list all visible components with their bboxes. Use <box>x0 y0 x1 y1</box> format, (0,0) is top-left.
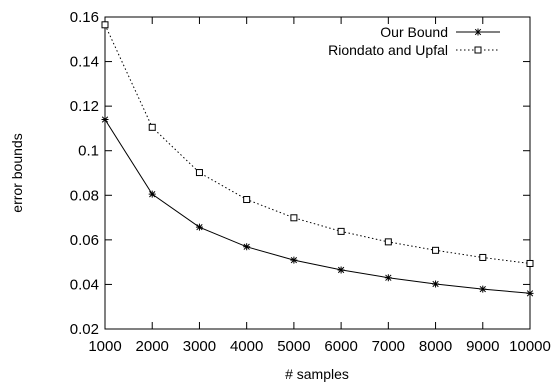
x-tick-label: 3000 <box>183 338 216 355</box>
data-point <box>148 190 156 198</box>
y-tick-label: 0.1 <box>78 143 99 160</box>
data-point <box>384 274 392 282</box>
y-tick-label: 0.08 <box>70 187 99 204</box>
legend: Our Bound Riondato and Upfal <box>328 24 500 58</box>
data-point <box>148 123 156 131</box>
legend-label-our-bound: Our Bound <box>380 24 448 40</box>
data-point <box>432 246 440 254</box>
x-tick-label: 6000 <box>324 338 357 355</box>
data-point <box>479 253 487 261</box>
data-point <box>432 280 440 288</box>
data-point <box>526 289 534 297</box>
data-point <box>337 266 345 274</box>
data-point <box>195 169 203 177</box>
x-tick-label: 2000 <box>136 338 169 355</box>
data-point <box>101 21 109 29</box>
axis-ticks: 0.02 0.04 0.06 0.08 0.1 0.12 0.14 0.16 1000 2000 3… <box>70 9 551 355</box>
data-point <box>195 223 203 231</box>
x-axis-title: # samples <box>285 366 349 382</box>
data-point <box>290 256 298 264</box>
data-point <box>290 214 298 222</box>
series-layer <box>101 21 534 297</box>
data-point <box>474 46 482 54</box>
x-tick-label: 9000 <box>466 338 499 355</box>
legend-marker-our-bound <box>474 28 482 36</box>
data-point <box>384 238 392 246</box>
data-point <box>243 243 251 251</box>
data-point <box>479 285 487 293</box>
y-tick-label: 0.12 <box>70 98 99 115</box>
y-tick-label: 0.04 <box>70 276 99 293</box>
data-point <box>526 259 534 267</box>
y-tick-label: 0.14 <box>70 54 99 71</box>
data-point <box>101 116 109 124</box>
series-points-our-bound <box>101 116 534 297</box>
x-tick-label: 7000 <box>372 338 405 355</box>
series-line-our-bound <box>104 119 531 294</box>
legend-marker-riondato-upfal <box>474 46 482 54</box>
series-points-riondato-upfal <box>101 21 534 267</box>
x-tick-label: 4000 <box>230 338 263 355</box>
x-tick-label: 1000 <box>88 338 121 355</box>
data-point <box>474 28 482 36</box>
y-tick-label: 0.02 <box>70 321 99 338</box>
y-axis-title: error bounds <box>9 133 25 212</box>
legend-label-riondato-upfal: Riondato and Upfal <box>328 42 448 58</box>
series-line-riondato-upfal <box>104 24 531 264</box>
y-tick-label: 0.16 <box>70 9 99 26</box>
data-point <box>243 196 251 204</box>
data-point <box>337 227 345 235</box>
x-tick-label: 5000 <box>277 338 310 355</box>
y-tick-label: 0.06 <box>70 232 99 249</box>
plot-frame <box>104 16 531 330</box>
x-tick-label: 8000 <box>419 338 452 355</box>
x-tick-label: 10000 <box>509 338 551 355</box>
